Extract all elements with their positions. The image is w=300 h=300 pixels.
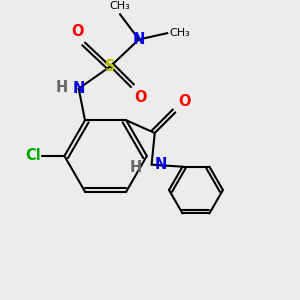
Text: N: N — [73, 81, 85, 96]
Text: O: O — [134, 90, 147, 105]
Text: CH₃: CH₃ — [169, 28, 190, 38]
Text: N: N — [155, 157, 167, 172]
Text: O: O — [71, 25, 83, 40]
Text: Cl: Cl — [25, 148, 40, 164]
Text: H: H — [130, 160, 142, 175]
Text: O: O — [178, 94, 191, 109]
Text: S: S — [105, 59, 116, 74]
Text: CH₃: CH₃ — [110, 1, 130, 11]
Text: H: H — [55, 80, 68, 94]
Text: N: N — [133, 32, 145, 47]
